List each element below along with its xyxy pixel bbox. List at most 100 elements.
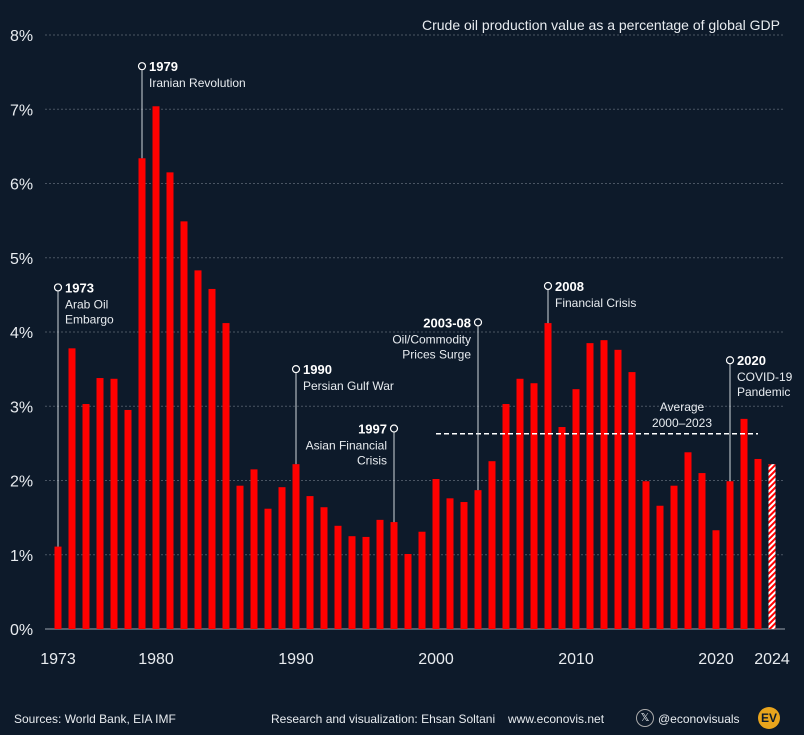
bar-2021 bbox=[726, 481, 734, 629]
annotation-text: Arab Oil bbox=[65, 297, 108, 311]
y-tick-label: 6% bbox=[10, 177, 33, 194]
bar-1981 bbox=[166, 172, 174, 630]
sources-text: Sources: World Bank, EIA IMF bbox=[14, 712, 176, 726]
annotation-year: 1990 bbox=[303, 362, 332, 377]
bar-1980 bbox=[152, 106, 160, 629]
annotation-year: 2008 bbox=[555, 279, 584, 294]
x-tick-label: 2020 bbox=[698, 651, 734, 668]
bar-2019 bbox=[698, 473, 706, 629]
annotation-year: 1997 bbox=[358, 422, 387, 437]
x-logo-icon[interactable]: 𝕏 bbox=[636, 709, 654, 727]
bar-1995 bbox=[362, 536, 370, 629]
bar-1999 bbox=[418, 531, 426, 629]
credit-text: Research and visualization: Ehsan Soltan… bbox=[271, 712, 496, 726]
bar-2007 bbox=[530, 383, 538, 629]
bar-2016 bbox=[656, 505, 664, 629]
bar-2001 bbox=[446, 498, 454, 629]
bar-2000 bbox=[432, 479, 440, 629]
bar-1994 bbox=[348, 536, 356, 629]
bar-2018 bbox=[684, 452, 692, 629]
bar-1974 bbox=[68, 348, 76, 629]
bar-1982 bbox=[180, 221, 188, 629]
bar-1985 bbox=[222, 323, 230, 629]
bar-2015 bbox=[642, 481, 650, 629]
y-tick-label: 7% bbox=[10, 102, 33, 119]
x-tick-label: 2000 bbox=[418, 651, 454, 668]
bar-2012 bbox=[600, 340, 608, 629]
bar-2004 bbox=[488, 461, 496, 629]
annotation-text: Pandemic bbox=[737, 385, 790, 399]
bar-2011 bbox=[586, 343, 594, 629]
annotation-marker bbox=[389, 424, 399, 433]
annotation-1990: 1990 Persian Gulf War bbox=[291, 362, 394, 465]
bar-1992 bbox=[320, 507, 328, 629]
bar-1984 bbox=[208, 288, 216, 629]
bar-1983 bbox=[194, 270, 202, 629]
oil-gdp-chart: Crude oil production value as a percenta… bbox=[10, 17, 793, 668]
y-tick-label: 3% bbox=[10, 399, 33, 416]
bar-1991 bbox=[306, 496, 314, 629]
bar-2002 bbox=[460, 502, 468, 629]
bar-1990 bbox=[292, 464, 300, 629]
annotation-year: 1979 bbox=[149, 59, 178, 74]
y-tick-label: 4% bbox=[10, 325, 33, 342]
annotation-year: 2020 bbox=[737, 353, 766, 368]
y-tick-label: 1% bbox=[10, 548, 33, 565]
annotation-marker bbox=[53, 283, 63, 292]
annotation-text: Oil/Commodity bbox=[392, 332, 471, 346]
x-tick-label: 1973 bbox=[40, 651, 76, 668]
bar-2022 bbox=[740, 418, 748, 629]
bar-2017 bbox=[670, 485, 678, 629]
bar-2023 bbox=[754, 458, 762, 629]
average-range-label: 2000–2023 bbox=[652, 416, 712, 430]
bar-2013 bbox=[614, 349, 622, 629]
annotation-2008: 2008 Financial Crisis bbox=[543, 279, 636, 324]
y-tick-label: 0% bbox=[10, 622, 33, 639]
y-tick-label: 5% bbox=[10, 251, 33, 268]
bar-2024 bbox=[768, 464, 776, 629]
bar-1975 bbox=[82, 404, 90, 629]
bar-2008 bbox=[544, 323, 552, 629]
bar-1986 bbox=[236, 485, 244, 629]
average-label: Average bbox=[660, 400, 705, 414]
x-tick-label: 1980 bbox=[138, 651, 174, 668]
bar-1977 bbox=[110, 378, 118, 629]
bar-2006 bbox=[516, 378, 524, 629]
bar-1987 bbox=[250, 469, 258, 629]
bar-1996 bbox=[376, 519, 384, 629]
annotation-year: 2003-08 bbox=[423, 315, 471, 330]
bar-1976 bbox=[96, 378, 104, 629]
annotation-year: 1973 bbox=[65, 280, 94, 295]
annotation-text: Iranian Revolution bbox=[149, 76, 246, 90]
bar-1978 bbox=[124, 409, 132, 629]
annotation-marker bbox=[725, 356, 735, 365]
bar-1998 bbox=[404, 554, 412, 629]
annotation-marker bbox=[291, 365, 301, 374]
bar-2009 bbox=[558, 427, 566, 629]
bar-2014 bbox=[628, 372, 636, 629]
annotation-text: Asian Financial bbox=[306, 439, 387, 453]
bar-2005 bbox=[502, 404, 510, 629]
bar-1973 bbox=[54, 546, 62, 629]
annotation-text: Financial Crisis bbox=[555, 296, 636, 310]
annotation-marker bbox=[543, 281, 553, 291]
bar-2020 bbox=[712, 530, 720, 629]
x-tick-label: 1990 bbox=[278, 651, 314, 668]
social-handle[interactable]: @econovisuals bbox=[658, 712, 740, 726]
x-tick-label: 2010 bbox=[558, 651, 594, 668]
bar-1979 bbox=[138, 158, 146, 629]
annotation-text: Embargo bbox=[65, 312, 114, 326]
annotation-text: Crisis bbox=[357, 454, 387, 468]
annotation-text: COVID-19 bbox=[737, 370, 793, 384]
bar-2010 bbox=[572, 389, 580, 629]
annotation-1979: 1979 Iranian Revolution bbox=[137, 59, 246, 159]
x-tick-label: 2024 bbox=[754, 651, 790, 668]
bar-1988 bbox=[264, 508, 272, 629]
annotation-marker bbox=[137, 62, 147, 71]
annotation-marker bbox=[473, 318, 483, 327]
website-link[interactable]: www.econovis.net bbox=[508, 712, 605, 726]
y-tick-label: 8% bbox=[10, 28, 33, 45]
